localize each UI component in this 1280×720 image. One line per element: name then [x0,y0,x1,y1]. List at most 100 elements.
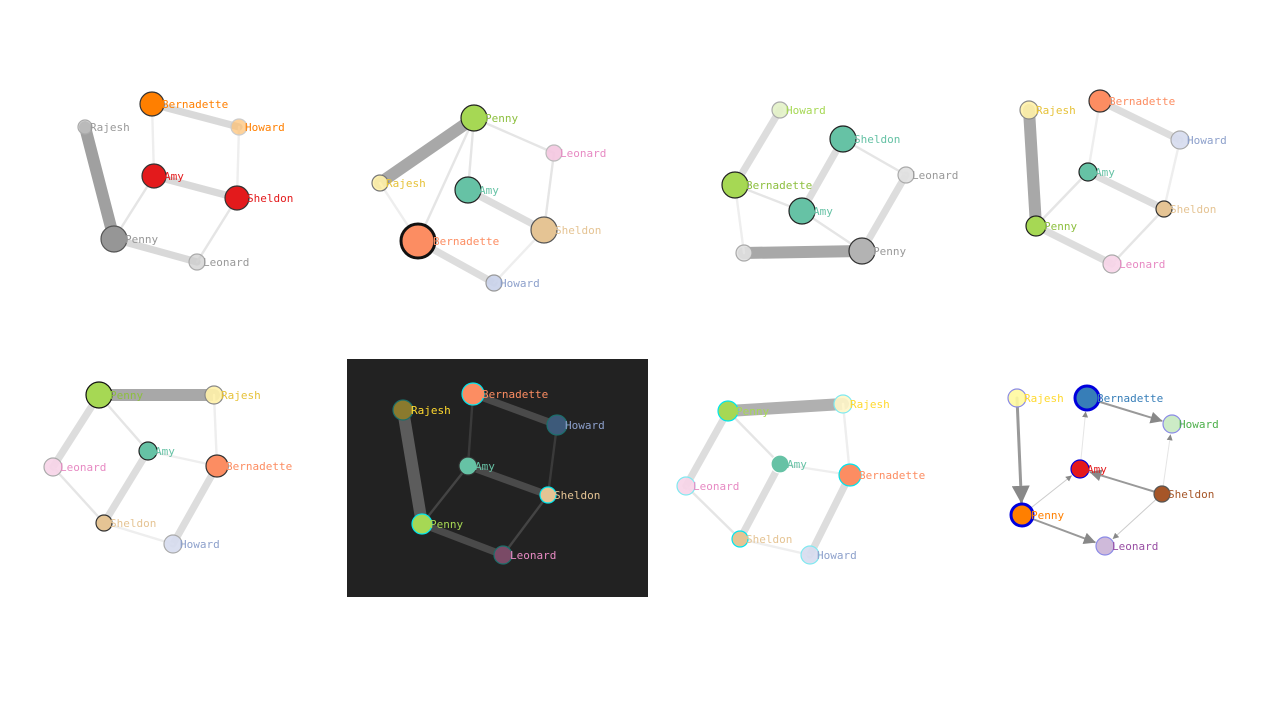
edge-penny-bernadette [416,116,476,243]
node-leonard[interactable] [897,166,915,184]
node-amy[interactable] [1070,459,1090,479]
edge-bernadette-howard [169,462,221,548]
edge-amy-sheldon [100,447,152,527]
node-label-sheldon: Sheldon [854,133,900,146]
node-label-leonard: Leonard [912,169,958,182]
node-leonard[interactable] [43,457,63,477]
node-sheldon[interactable] [539,486,557,504]
node-amy[interactable] [454,176,482,204]
node-bernadette[interactable] [1073,384,1101,412]
node-amy[interactable] [138,441,158,461]
node-penny[interactable] [411,513,433,535]
edge-penny-leonard [418,520,507,559]
node-sheldon[interactable] [530,216,558,244]
edge-bernadette-howard [806,471,854,559]
node-label-amy: Amy [479,184,499,197]
node-sheldon[interactable] [1153,485,1171,503]
node-label-sheldon: Sheldon [1170,203,1216,216]
node-howard[interactable] [230,118,248,136]
node-amy[interactable] [770,454,790,474]
node-label-sheldon: Sheldon [110,517,156,530]
node-rajesh[interactable] [392,399,414,421]
node-bernadette[interactable] [399,222,437,260]
node-label-rajesh: Rajesh [1024,392,1064,405]
node-leonard[interactable] [188,253,206,271]
edge-sheldon-amy [1089,469,1163,495]
node-rajesh[interactable] [371,174,389,192]
node-howard[interactable] [163,534,183,554]
edge-sheldon-leonard [501,493,550,557]
node-label-howard: Howard [786,104,826,117]
node-label-howard: Howard [565,419,605,432]
node-rajesh[interactable] [1007,388,1027,408]
panel-6: Rajesh Bernadette Howard Amy Sheldon Penny Leo… [347,359,648,597]
node-penny[interactable] [1009,502,1035,528]
node-leonard[interactable] [493,545,513,565]
node-rajesh[interactable] [1019,100,1039,120]
node-label-amy: Amy [813,205,833,218]
edge-leonard-penny [858,171,910,255]
node-label-bernadette: Bernadette [433,235,499,248]
node-bernadette[interactable] [205,454,229,478]
node-penny[interactable] [848,237,876,265]
edge-penny-rajesh [722,398,849,417]
edge-penny-leonard [110,235,201,266]
node-label-penny: Penny [1031,509,1064,522]
node-howard[interactable] [1170,130,1190,150]
node-howard[interactable] [800,545,820,565]
node-bernadette[interactable] [721,171,749,199]
edge-amy-sheldon [150,172,241,202]
node-sheldon[interactable] [224,185,250,211]
node-unlabeled[interactable] [735,244,753,262]
node-leonard[interactable] [676,476,696,496]
panel-2: Penny Leonard Rajesh Amy Bernadette Sheldon Ho… [371,104,606,292]
node-amy[interactable] [788,197,816,225]
node-penny[interactable] [85,381,113,409]
node-howard[interactable] [771,101,789,119]
node-penny[interactable] [460,104,488,132]
edge-penny-leonard [1032,222,1116,268]
node-label-leonard: Leonard [560,147,606,160]
node-leonard[interactable] [1102,254,1122,274]
node-penny[interactable] [1025,215,1047,237]
node-label-leonard: Leonard [693,480,739,493]
node-label-bernadette: Bernadette [1109,95,1175,108]
node-label-howard: Howard [500,277,540,290]
edge-howard-bernadette [731,106,784,189]
node-label-penny: Penny [125,233,158,246]
node-sheldon[interactable] [95,514,113,532]
node-label-bernadette: Bernadette [226,460,292,473]
node-bernadette[interactable] [461,382,485,406]
node-rajesh[interactable] [77,119,93,135]
node-sheldon[interactable] [829,125,857,153]
node-rajesh[interactable] [833,394,853,414]
edge-penny-leonard [472,116,556,155]
node-label-sheldon: Sheldon [554,489,600,502]
node-bernadette[interactable] [838,463,862,487]
node-label-amy: Amy [155,445,175,458]
node-penny[interactable] [717,400,739,422]
node-label-amy: Amy [1095,166,1115,179]
edge-bernadette-amy [1086,99,1102,174]
node-label-rajesh: Rajesh [90,121,130,134]
node-howard[interactable] [485,274,503,292]
node-sheldon[interactable] [1155,200,1173,218]
node-leonard[interactable] [545,144,563,162]
node-label-rajesh: Rajesh [411,404,451,417]
node-penny[interactable] [100,225,128,253]
node-sheldon[interactable] [731,530,749,548]
node-howard[interactable] [1162,414,1182,434]
node-label-howard: Howard [1187,134,1227,147]
node-bernadette[interactable] [139,91,165,117]
node-howard[interactable] [546,414,568,436]
node-label-rajesh: Rajesh [386,177,426,190]
node-bernadette[interactable] [1088,89,1112,113]
node-label-penny: Penny [1044,220,1077,233]
node-amy[interactable] [458,456,478,476]
node-label-amy: Amy [1087,463,1107,476]
node-rajesh[interactable] [204,385,224,405]
node-leonard[interactable] [1095,536,1115,556]
panel-7: Penny Rajesh Amy Leonard Bernadette Sheldon Ho… [676,394,925,565]
node-amy[interactable] [141,163,167,189]
node-amy[interactable] [1078,162,1098,182]
